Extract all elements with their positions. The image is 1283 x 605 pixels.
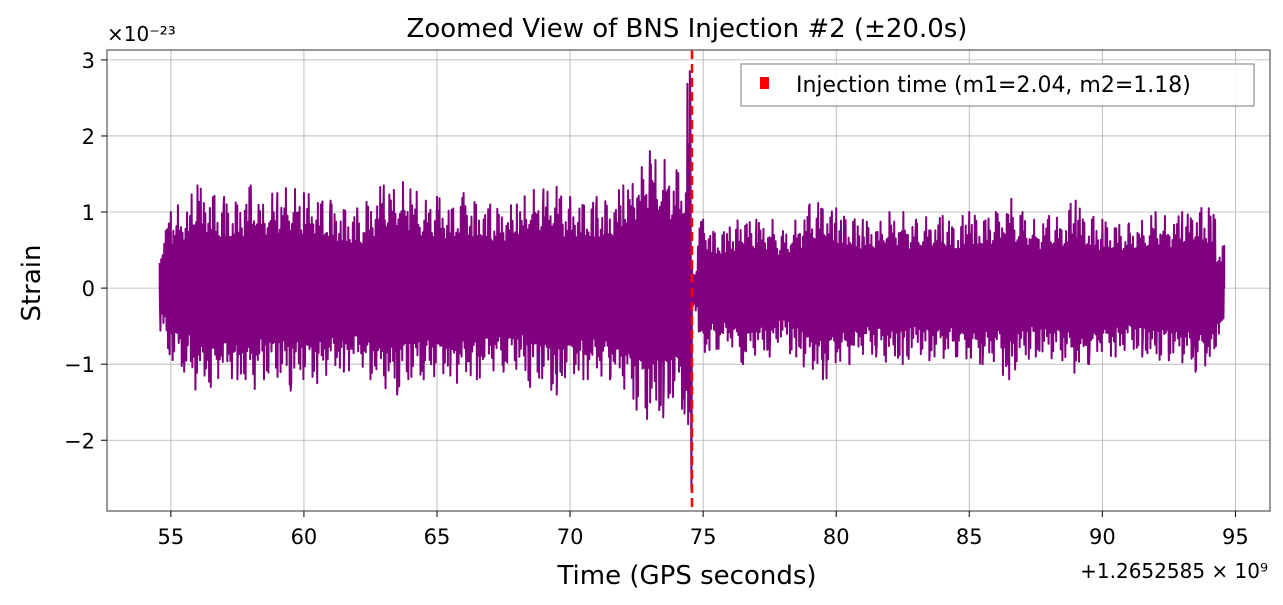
x-tick-label: 65 [424,525,451,549]
legend-box [740,63,1255,107]
ticks: 55 60 65 70 75 80 85 90 95 −2 −1 0 1 2 3 [64,49,1249,549]
legend-label: Injection time (m1=2.04, m2=1.18) [796,73,1191,98]
x-offset-label: +1.2652585 × 10⁹ [1080,559,1268,583]
x-tick-label: 75 [690,525,717,549]
x-axis-label: Time (GPS seconds) [556,561,816,591]
y-axis-label: Strain [17,244,47,321]
y-scale-label: ×10⁻²³ [107,22,176,46]
y-tick-label: 3 [82,49,95,73]
x-tick-label: 95 [1222,525,1249,549]
x-tick-label: 60 [291,525,318,549]
y-tick-label: 0 [82,277,95,301]
x-tick-label: 90 [1089,525,1116,549]
y-tick-label: −1 [64,353,95,377]
y-tick-label: 2 [82,125,95,149]
chart-title: Zoomed View of BNS Injection #2 (±20.0s) [407,14,968,44]
x-tick-label: 70 [557,525,584,549]
legend-marker [760,77,769,89]
y-tick-label: −2 [64,429,95,453]
x-tick-label: 85 [956,525,983,549]
legend: Injection time (m1=2.04, m2=1.18) [740,63,1255,107]
y-tick-label: 1 [82,201,95,225]
axes-frame [106,49,1271,512]
x-tick-label: 80 [823,525,850,549]
x-tick-label: 55 [158,525,185,549]
